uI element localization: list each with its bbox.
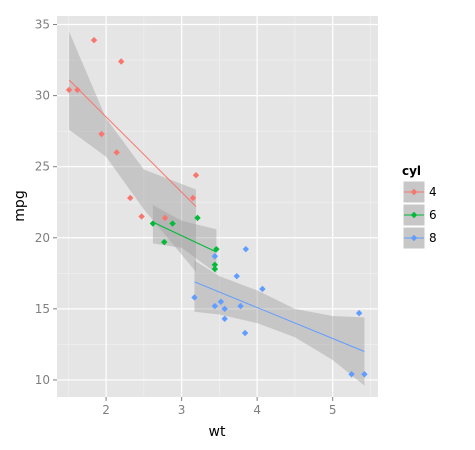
data-point-cyl-4 (161, 214, 169, 222)
data-point-cyl-8 (237, 302, 244, 310)
y-tick-label: 10 (35, 373, 50, 387)
y-tick-label: 25 (35, 160, 50, 174)
data-points (65, 36, 368, 378)
data-point-cyl-6 (149, 220, 157, 227)
x-tick-label: 4 (253, 403, 261, 417)
legend-key-point (410, 188, 418, 196)
data-point-cyl-8 (217, 298, 225, 305)
data-point-cyl-8 (211, 302, 219, 310)
confidence-band-cyl-8 (194, 260, 365, 386)
data-point-cyl-4 (74, 86, 81, 94)
legend-title: cyl (402, 164, 421, 178)
data-point-cyl-6 (213, 245, 220, 253)
data-point-cyl-8 (355, 309, 363, 317)
data-point-cyl-4 (65, 86, 73, 94)
data-point-cyl-4 (189, 194, 197, 202)
legend: cyl 4 6 8 (402, 164, 437, 250)
legend-key-point (410, 211, 418, 219)
data-point-cyl-8 (242, 245, 250, 253)
data-point-cyl-8 (191, 294, 198, 301)
fit-lines (68, 79, 365, 352)
legend-label-cyl-6: 6 (429, 208, 437, 222)
data-point-cyl-8 (221, 305, 228, 313)
legend-key-point (410, 234, 418, 242)
fit-line-cyl-8 (194, 281, 365, 352)
data-point-cyl-6 (211, 261, 219, 268)
grid-minor (57, 16, 378, 397)
y-tick-label: 30 (35, 89, 50, 103)
y-tick-label: 35 (35, 18, 50, 32)
data-point-cyl-4 (118, 58, 125, 65)
confidence-band-cyl-6 (152, 205, 217, 274)
data-point-cyl-8 (221, 315, 228, 323)
data-point-cyl-6 (211, 265, 219, 273)
fit-line-cyl-6 (152, 221, 217, 253)
plot-panel (57, 16, 378, 397)
y-axis-ticks: 10 15 20 25 30 35 (35, 18, 57, 387)
data-point-cyl-8 (361, 371, 368, 378)
data-point-cyl-6 (194, 214, 201, 222)
fit-line-cyl-4 (68, 79, 197, 207)
confidence-bands (69, 31, 365, 386)
confidence-band-cyl-4 (69, 31, 196, 272)
x-axis-ticks: 2 3 4 5 (102, 397, 337, 417)
grid-major (57, 16, 378, 397)
data-point-cyl-4 (138, 213, 145, 220)
data-point-cyl-8 (348, 371, 355, 378)
legend-label-cyl-4: 4 (429, 185, 437, 199)
data-point-cyl-6 (169, 220, 176, 227)
data-point-cyl-8 (233, 272, 240, 280)
data-point-cyl-4 (90, 36, 98, 44)
legend-label-cyl-8: 8 (429, 231, 437, 245)
y-axis-title: mpg (12, 190, 28, 221)
data-point-cyl-4 (98, 130, 105, 138)
y-tick-label: 15 (35, 302, 50, 316)
data-point-cyl-6 (161, 238, 168, 246)
data-point-cyl-8 (259, 285, 266, 293)
data-point-cyl-8 (241, 329, 249, 337)
data-point-cyl-4 (127, 194, 134, 202)
data-point-cyl-8 (211, 253, 219, 260)
legend-keys: 4 6 8 (402, 180, 437, 250)
y-tick-label: 20 (35, 231, 50, 245)
x-axis-title: wt (209, 424, 226, 440)
x-tick-label: 5 (329, 403, 337, 417)
data-point-cyl-4 (192, 172, 200, 179)
x-tick-label: 2 (102, 403, 110, 417)
x-tick-label: 3 (178, 403, 186, 417)
data-point-cyl-4 (113, 149, 120, 156)
